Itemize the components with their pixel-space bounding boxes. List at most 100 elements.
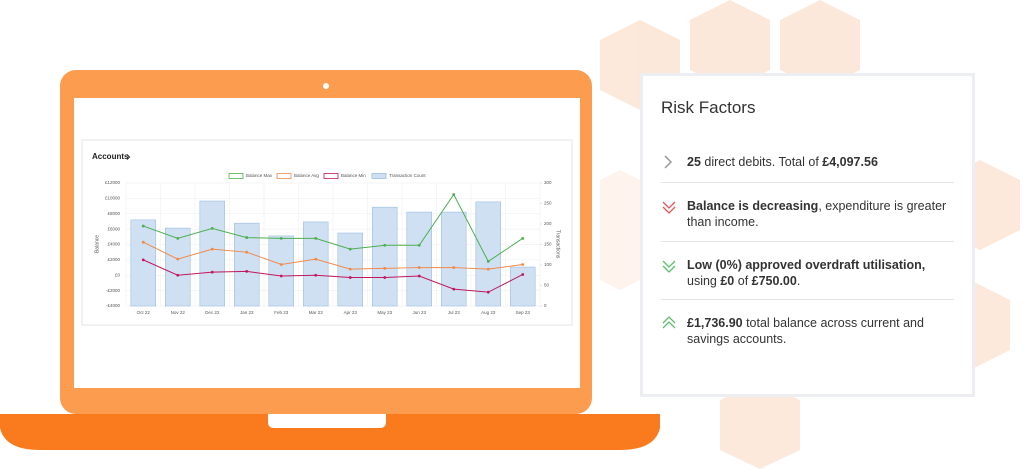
y2-tick-label: 50 — [544, 283, 550, 288]
line — [143, 241, 523, 270]
text: using — [687, 274, 721, 288]
item-text: £1,736.90 total balance across current a… — [687, 316, 924, 346]
point — [383, 243, 387, 247]
y-tick-label: £0 — [115, 272, 121, 277]
point — [486, 260, 490, 263]
point — [176, 273, 180, 277]
point — [141, 240, 145, 244]
bold-text: Balance is decreasing — [687, 199, 819, 213]
y-tick-label: £12000 — [105, 180, 121, 185]
bar — [372, 206, 398, 307]
text: total balance across current and savings… — [687, 316, 924, 346]
legend-label: Transaction Count — [389, 173, 426, 178]
chevron — [126, 154, 131, 160]
point — [141, 258, 145, 262]
icon-double-up — [662, 316, 676, 329]
bar — [199, 200, 225, 307]
y-tick-label: -£4000 — [106, 303, 121, 308]
point — [176, 257, 180, 261]
x-tick-label: Dec 22 — [205, 310, 220, 315]
icon-double-down — [662, 201, 676, 214]
point — [141, 224, 145, 228]
point — [314, 273, 318, 277]
chart-title: Accounts — [92, 152, 129, 161]
legend-swatch — [323, 173, 339, 179]
legend-label: Balance Min — [341, 173, 366, 178]
legend-label: Balance Avg — [294, 173, 319, 178]
legend-label: Balance Max — [246, 173, 273, 178]
bar — [303, 221, 329, 307]
y2-tick-label: 100 — [544, 262, 552, 267]
point — [452, 193, 456, 196]
bold-text: £4,097.56 — [822, 155, 878, 169]
x-tick-label: Jul 23 — [448, 310, 461, 315]
point — [521, 236, 525, 240]
text: . — [796, 274, 801, 288]
point — [279, 263, 283, 266]
bar — [475, 201, 501, 307]
x-tick-label: Aug 23 — [481, 310, 496, 315]
point — [383, 266, 387, 270]
item-text: 25 direct debits. Total of £4,097.56 — [687, 155, 878, 169]
point — [245, 270, 249, 273]
legend-swatch — [276, 173, 292, 179]
point — [210, 270, 214, 274]
x-tick-label: Jun 23 — [412, 310, 426, 315]
x-tick-label: Feb 23 — [274, 310, 289, 315]
point — [521, 273, 525, 276]
point — [417, 274, 421, 278]
item-text: Low (0%) approved overdraft utilisation,… — [687, 258, 925, 288]
point — [245, 250, 249, 254]
x-tick-label: Nov 22 — [171, 310, 186, 315]
bold-text: £0 — [720, 274, 735, 288]
camera — [323, 83, 329, 89]
legend-swatch — [371, 173, 387, 179]
y2-tick-label: 200 — [544, 221, 552, 226]
bar — [441, 211, 467, 307]
x-tick-label: Oct 22 — [137, 310, 151, 315]
point — [314, 236, 318, 240]
point — [417, 243, 421, 247]
point — [348, 247, 352, 251]
point — [279, 274, 283, 278]
panel-title: Risk Factors — [661, 98, 756, 117]
laptop-notch — [268, 414, 386, 428]
point — [383, 276, 387, 279]
y2-axis-title: Transactions — [555, 230, 561, 259]
item-text: Balance is decreasing, expenditure is gr… — [687, 199, 946, 229]
separator — [661, 299, 954, 300]
bold-text: Low (0%) approved overdraft utilisation, — [687, 258, 926, 272]
line — [143, 193, 524, 263]
point — [279, 236, 283, 240]
y-tick-label: £10000 — [105, 196, 121, 201]
risk-item: £1,736.90 total balance across current a… — [661, 315, 954, 347]
bold-text: £750.00 — [751, 274, 797, 288]
risk-panel: Risk Factors 25 direct debits. Total of … — [640, 73, 975, 397]
bar — [406, 211, 432, 307]
point — [417, 266, 421, 269]
y2-tick-label: 0 — [544, 303, 547, 308]
bold-text: 25 — [687, 155, 701, 169]
point — [210, 226, 214, 230]
line — [143, 259, 523, 293]
risk-item: 25 direct debits. Total of £4,097.56 — [661, 154, 954, 170]
text: of — [734, 274, 752, 288]
bar — [268, 235, 294, 307]
x-tick-label: Jan 23 — [240, 310, 254, 315]
separator — [661, 182, 954, 183]
y2-tick-label: 300 — [544, 180, 552, 185]
bold-text: £1,736.90 — [687, 316, 743, 330]
separator — [661, 241, 954, 242]
point — [348, 276, 352, 279]
y2-tick-label: 150 — [544, 242, 552, 247]
laptop-base — [0, 414, 660, 450]
point — [486, 290, 490, 294]
point — [486, 267, 490, 271]
point — [210, 247, 214, 251]
legend-swatch — [228, 173, 244, 179]
y-axis-title: Balance — [94, 235, 100, 253]
icon-chevron — [664, 155, 673, 169]
y-tick-label: £2000 — [107, 257, 120, 262]
